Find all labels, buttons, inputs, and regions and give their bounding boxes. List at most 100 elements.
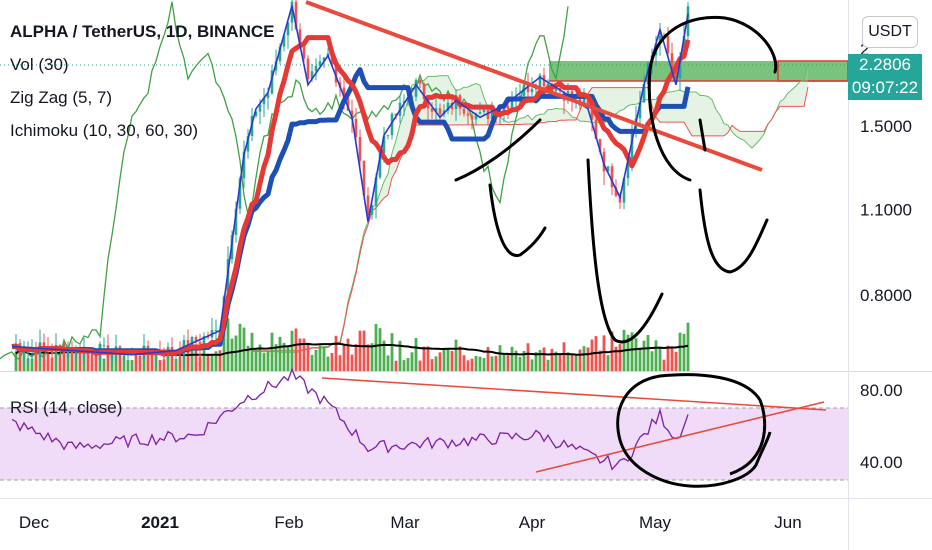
- indicator-legend-rsi[interactable]: RSI (14, close): [10, 398, 123, 417]
- descending-trendline[interactable]: [305, 0, 763, 172]
- candle-body: [138, 357, 142, 360]
- candle-body: [150, 354, 154, 358]
- candle-body: [286, 22, 290, 36]
- volume-bar: [146, 354, 150, 372]
- volume-bar: [378, 328, 382, 372]
- resistance-zone: [549, 61, 849, 81]
- candle-body: [506, 105, 510, 110]
- candle-body: [490, 111, 494, 120]
- candle-body: [246, 135, 250, 152]
- volume-bar: [86, 348, 90, 372]
- time-axis-label: Jun: [774, 513, 801, 532]
- candle-body: [622, 178, 626, 203]
- rsi-pane[interactable]: [0, 367, 848, 488]
- rsi-axis-tick: 80.00: [860, 381, 903, 400]
- volume-bar: [410, 352, 414, 372]
- volume-bar: [490, 356, 494, 372]
- candle-body: [266, 93, 270, 98]
- candle-body: [238, 178, 242, 209]
- volume-bar: [78, 355, 82, 372]
- volume-bar: [666, 345, 670, 372]
- volume-bar: [294, 328, 298, 372]
- candle-body: [214, 329, 218, 331]
- volume-bar: [202, 349, 206, 372]
- candle-body: [526, 84, 530, 93]
- volume-bar: [562, 342, 566, 372]
- volume-bar: [474, 356, 478, 372]
- volume-bar: [354, 344, 358, 372]
- hand-drawn-cup-3: [698, 188, 769, 274]
- rsi-support-trendline[interactable]: [535, 401, 825, 473]
- candle-body: [66, 350, 70, 357]
- candle-body: [510, 101, 514, 110]
- volume-bar: [406, 358, 410, 372]
- candle-body: [666, 35, 670, 54]
- volume-bar: [590, 339, 594, 372]
- volume-bar: [338, 355, 342, 372]
- volume-bar: [574, 355, 578, 372]
- volume-bar: [606, 355, 610, 372]
- volume-bar: [434, 356, 438, 372]
- volume-bar: [278, 336, 282, 372]
- candle-body: [586, 99, 590, 106]
- volume-bar: [398, 340, 402, 372]
- volume-bar: [170, 349, 174, 372]
- volume-bar: [466, 360, 470, 372]
- volume-bar: [558, 354, 562, 372]
- volume-bar: [46, 353, 50, 372]
- volume-bar: [186, 346, 190, 372]
- candle-body: [346, 97, 350, 111]
- indicator-legend-volume[interactable]: Vol (30): [10, 55, 69, 74]
- candle-body: [542, 75, 546, 87]
- volume-bar: [198, 356, 202, 372]
- candle-body: [374, 177, 378, 206]
- hand-drawn-circle-rsi: [616, 373, 772, 488]
- chart-title[interactable]: ALPHA / TetherUS, 1D, BINANCE: [10, 22, 275, 41]
- price-axis-tick: 2: [860, 40, 869, 59]
- volume-bar: [494, 355, 498, 372]
- time-axis[interactable]: Dec 2021 Feb Mar Apr May Jun: [19, 513, 802, 532]
- volume-bar: [522, 351, 526, 372]
- candle-body: [322, 57, 326, 62]
- indicator-legend-ichimoku[interactable]: Ichimoku (10, 30, 60, 30): [10, 121, 199, 140]
- candle-body: [202, 336, 206, 344]
- volume-bar: [546, 359, 550, 372]
- volume-bar: [122, 358, 126, 372]
- rsi-resistance-trendline[interactable]: [321, 377, 827, 411]
- candle-body: [486, 109, 490, 120]
- volume-bar: [230, 338, 234, 372]
- hand-drawn-cup-1: [488, 183, 547, 257]
- volume-bar: [566, 352, 570, 372]
- volume-bar: [34, 347, 38, 372]
- indicator-legend-zigzag[interactable]: Zig Zag (5, 7): [10, 88, 113, 107]
- candle-body: [602, 151, 606, 172]
- volume-bar: [554, 351, 558, 372]
- candle-body: [674, 69, 678, 79]
- candle-body: [614, 187, 618, 196]
- candle-body: [470, 115, 474, 120]
- candle-body: [70, 350, 74, 355]
- volume-bar: [582, 346, 586, 372]
- candle-body: [390, 113, 394, 136]
- volume-bar: [150, 351, 154, 372]
- volume-bar: [386, 355, 390, 372]
- candle-body: [42, 342, 46, 348]
- price-pane[interactable]: [0, 0, 849, 372]
- price-axis[interactable]: 2 2 1.5000 1.1000 0.8000 80.00 40.00: [860, 27, 912, 472]
- candle-body: [50, 350, 54, 353]
- candle-body: [678, 56, 682, 79]
- volume-bar: [190, 340, 194, 372]
- volume-bar: [362, 330, 366, 372]
- volume-bar: [290, 330, 294, 372]
- candle-body: [554, 87, 558, 92]
- currency-badge[interactable]: USDT: [862, 16, 918, 48]
- candle-body: [546, 83, 550, 87]
- candle-body: [598, 138, 602, 152]
- volume-bar: [254, 349, 258, 372]
- candle-body: [110, 354, 114, 360]
- rsi-line: [11, 367, 689, 471]
- candle-body: [642, 84, 646, 103]
- candle-body: [254, 111, 258, 116]
- volume-bar: [318, 345, 322, 372]
